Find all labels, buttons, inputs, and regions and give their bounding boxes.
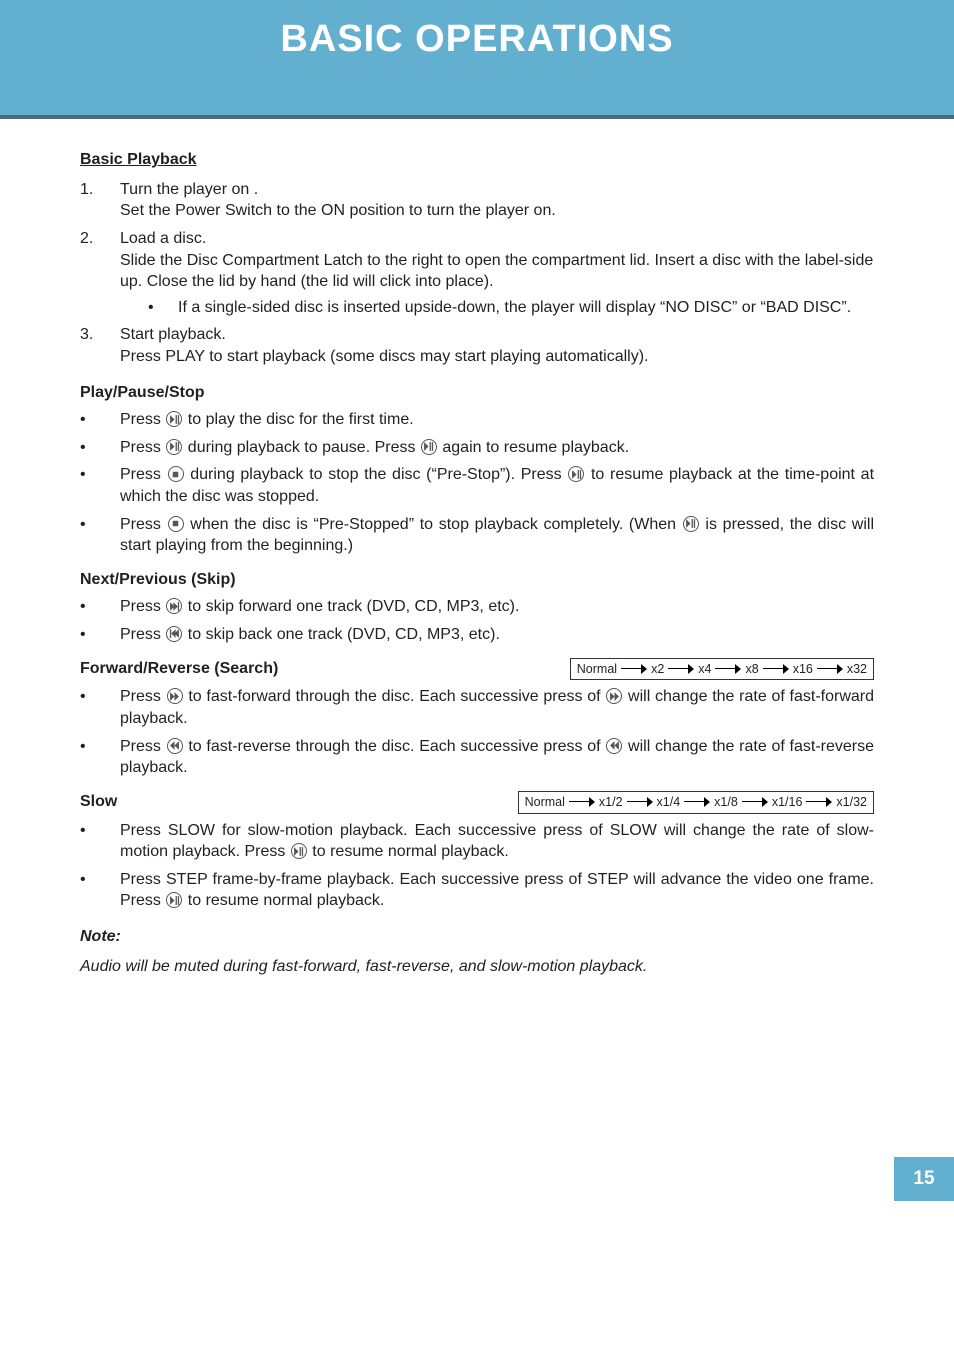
list-text: Press PLAY to start playback (some discs… [120,346,874,368]
rate-step: x32 [847,661,867,678]
search-list: •Press to fast-forward through the disc.… [80,686,874,778]
rate-step: x1/8 [714,794,738,811]
bullet-dot: • [80,514,120,557]
ffwd-icon [606,688,622,704]
arrow-icon [715,664,741,674]
list-text: Set the Power Switch to the ON position … [120,200,874,222]
slow-heading: Slow [80,791,117,813]
search-rate-box: Normal x2 x4 x8 x16 x32 [570,658,874,681]
next-icon [166,598,182,614]
basic-playback-heading: Basic Playback [80,149,874,171]
rate-label: Normal [525,794,565,811]
play-pause-stop-list: •Press to play the disc for the first ti… [80,409,874,557]
list-text: Slide the Disc Compartment Latch to the … [120,250,874,293]
list-number: 2. [80,228,120,318]
list-text: Start playback. [120,324,874,346]
play-pause-icon [166,892,182,908]
rate-step: x16 [793,661,813,678]
play-pause-stop-heading: Play/Pause/Stop [80,382,874,404]
title-band-lower [0,79,954,115]
arrow-icon [684,797,710,807]
bullet-dot: • [80,409,120,431]
arrow-icon [569,797,595,807]
arrow-icon [627,797,653,807]
bullet-dot: • [80,736,120,779]
content: Basic Playback 1. Turn the player on . S… [0,119,954,987]
basic-playback-list: 1. Turn the player on . Set the Power Sw… [80,179,874,368]
play-pause-icon [568,466,584,482]
list-number: 1. [80,179,120,222]
skip-heading: Next/Previous (Skip) [80,569,874,591]
bullet-dot: • [80,869,120,912]
bullet-dot: • [80,686,120,729]
bullet-dot: • [80,820,120,863]
rate-step: x2 [651,661,664,678]
skip-list: •Press to skip forward one track (DVD, C… [80,596,874,645]
list-text: Turn the player on . [120,179,874,201]
rate-step: x1/16 [772,794,803,811]
list-text: If a single-sided disc is inserted upsid… [178,297,851,319]
slow-list: •Press SLOW for slow-motion playback. Ea… [80,820,874,912]
stop-icon [168,466,184,482]
play-pause-icon [291,843,307,859]
play-pause-icon [166,439,182,455]
note-heading: Note: [80,926,874,948]
arrow-icon [621,664,647,674]
slow-rate-box: Normal x1/2 x1/4 x1/8 x1/16 x1/32 [518,791,874,814]
play-pause-icon [166,411,182,427]
rate-step: x4 [698,661,711,678]
list-text: Press SLOW for slow-motion playback. Eac… [120,820,874,863]
play-pause-icon [421,439,437,455]
list-text: Press to play the disc for the first tim… [120,409,874,431]
rate-step: x8 [745,661,758,678]
arrow-icon [668,664,694,674]
arrow-icon [817,664,843,674]
stop-icon [168,516,184,532]
frev-icon [606,738,622,754]
arrow-icon [763,664,789,674]
bullet-dot: • [80,464,120,507]
rate-label: Normal [577,661,617,678]
rate-step: x1/32 [836,794,867,811]
list-text: Press to skip back one track (DVD, CD, M… [120,624,874,646]
list-text: Press when the disc is “Pre-Stopped” to … [120,514,874,557]
search-heading: Forward/Reverse (Search) [80,658,278,680]
page-title: BASIC OPERATIONS [0,0,954,73]
rate-step: x1/4 [657,794,681,811]
bullet-dot: • [80,437,120,459]
prev-icon [166,626,182,642]
frev-icon [167,738,183,754]
ffwd-icon [167,688,183,704]
rate-step: x1/2 [599,794,623,811]
bullet-dot: • [80,596,120,618]
page-number: 15 [894,1157,954,1201]
list-text: Load a disc. [120,228,874,250]
list-text: Press to skip forward one track (DVD, CD… [120,596,874,618]
list-text: Press during playback to stop the disc (… [120,464,874,507]
list-text: Press STEP frame-by-frame playback. Each… [120,869,874,912]
list-text: Press during playback to pause. Press ag… [120,437,874,459]
bullet-dot: • [148,297,178,319]
list-number: 3. [80,324,120,367]
list-text: Press to fast-forward through the disc. … [120,686,874,729]
note-text: Audio will be muted during fast-forward,… [80,956,874,978]
play-pause-icon [683,516,699,532]
arrow-icon [806,797,832,807]
title-band: BASIC OPERATIONS [0,0,954,119]
list-text: Press to fast-reverse through the disc. … [120,736,874,779]
arrow-icon [742,797,768,807]
bullet-dot: • [80,624,120,646]
footer: 15 [0,1157,954,1201]
